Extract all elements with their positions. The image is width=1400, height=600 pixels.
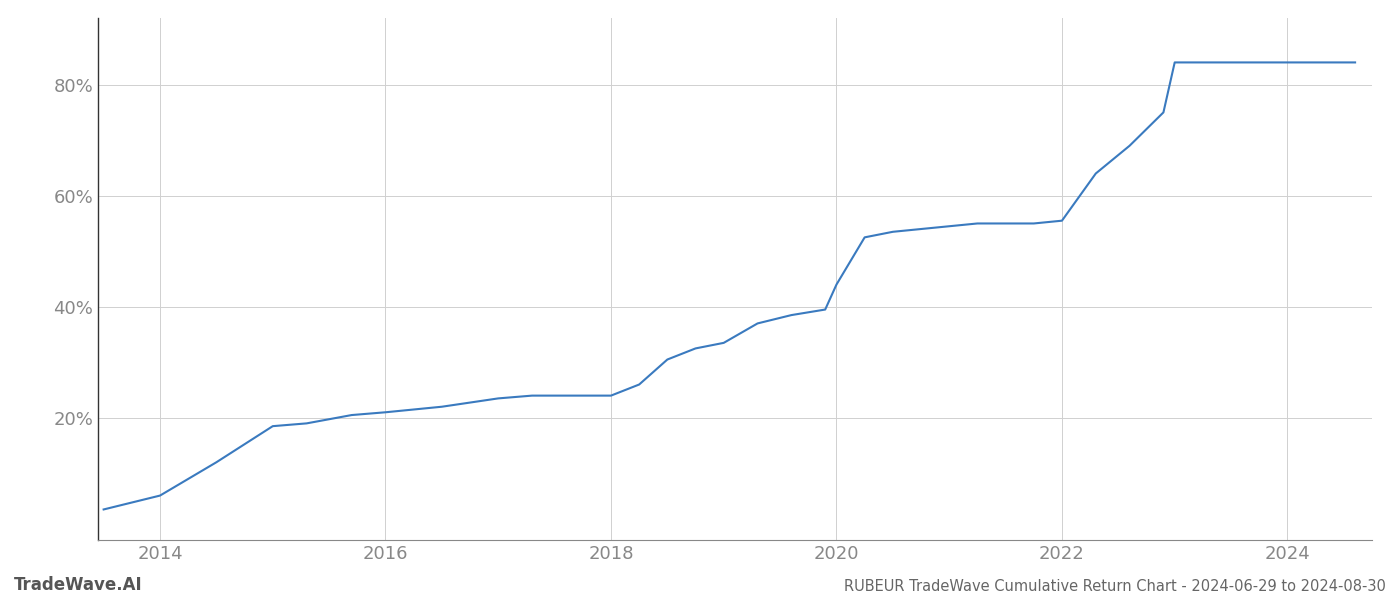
Text: TradeWave.AI: TradeWave.AI <box>14 576 143 594</box>
Text: RUBEUR TradeWave Cumulative Return Chart - 2024-06-29 to 2024-08-30: RUBEUR TradeWave Cumulative Return Chart… <box>844 579 1386 594</box>
